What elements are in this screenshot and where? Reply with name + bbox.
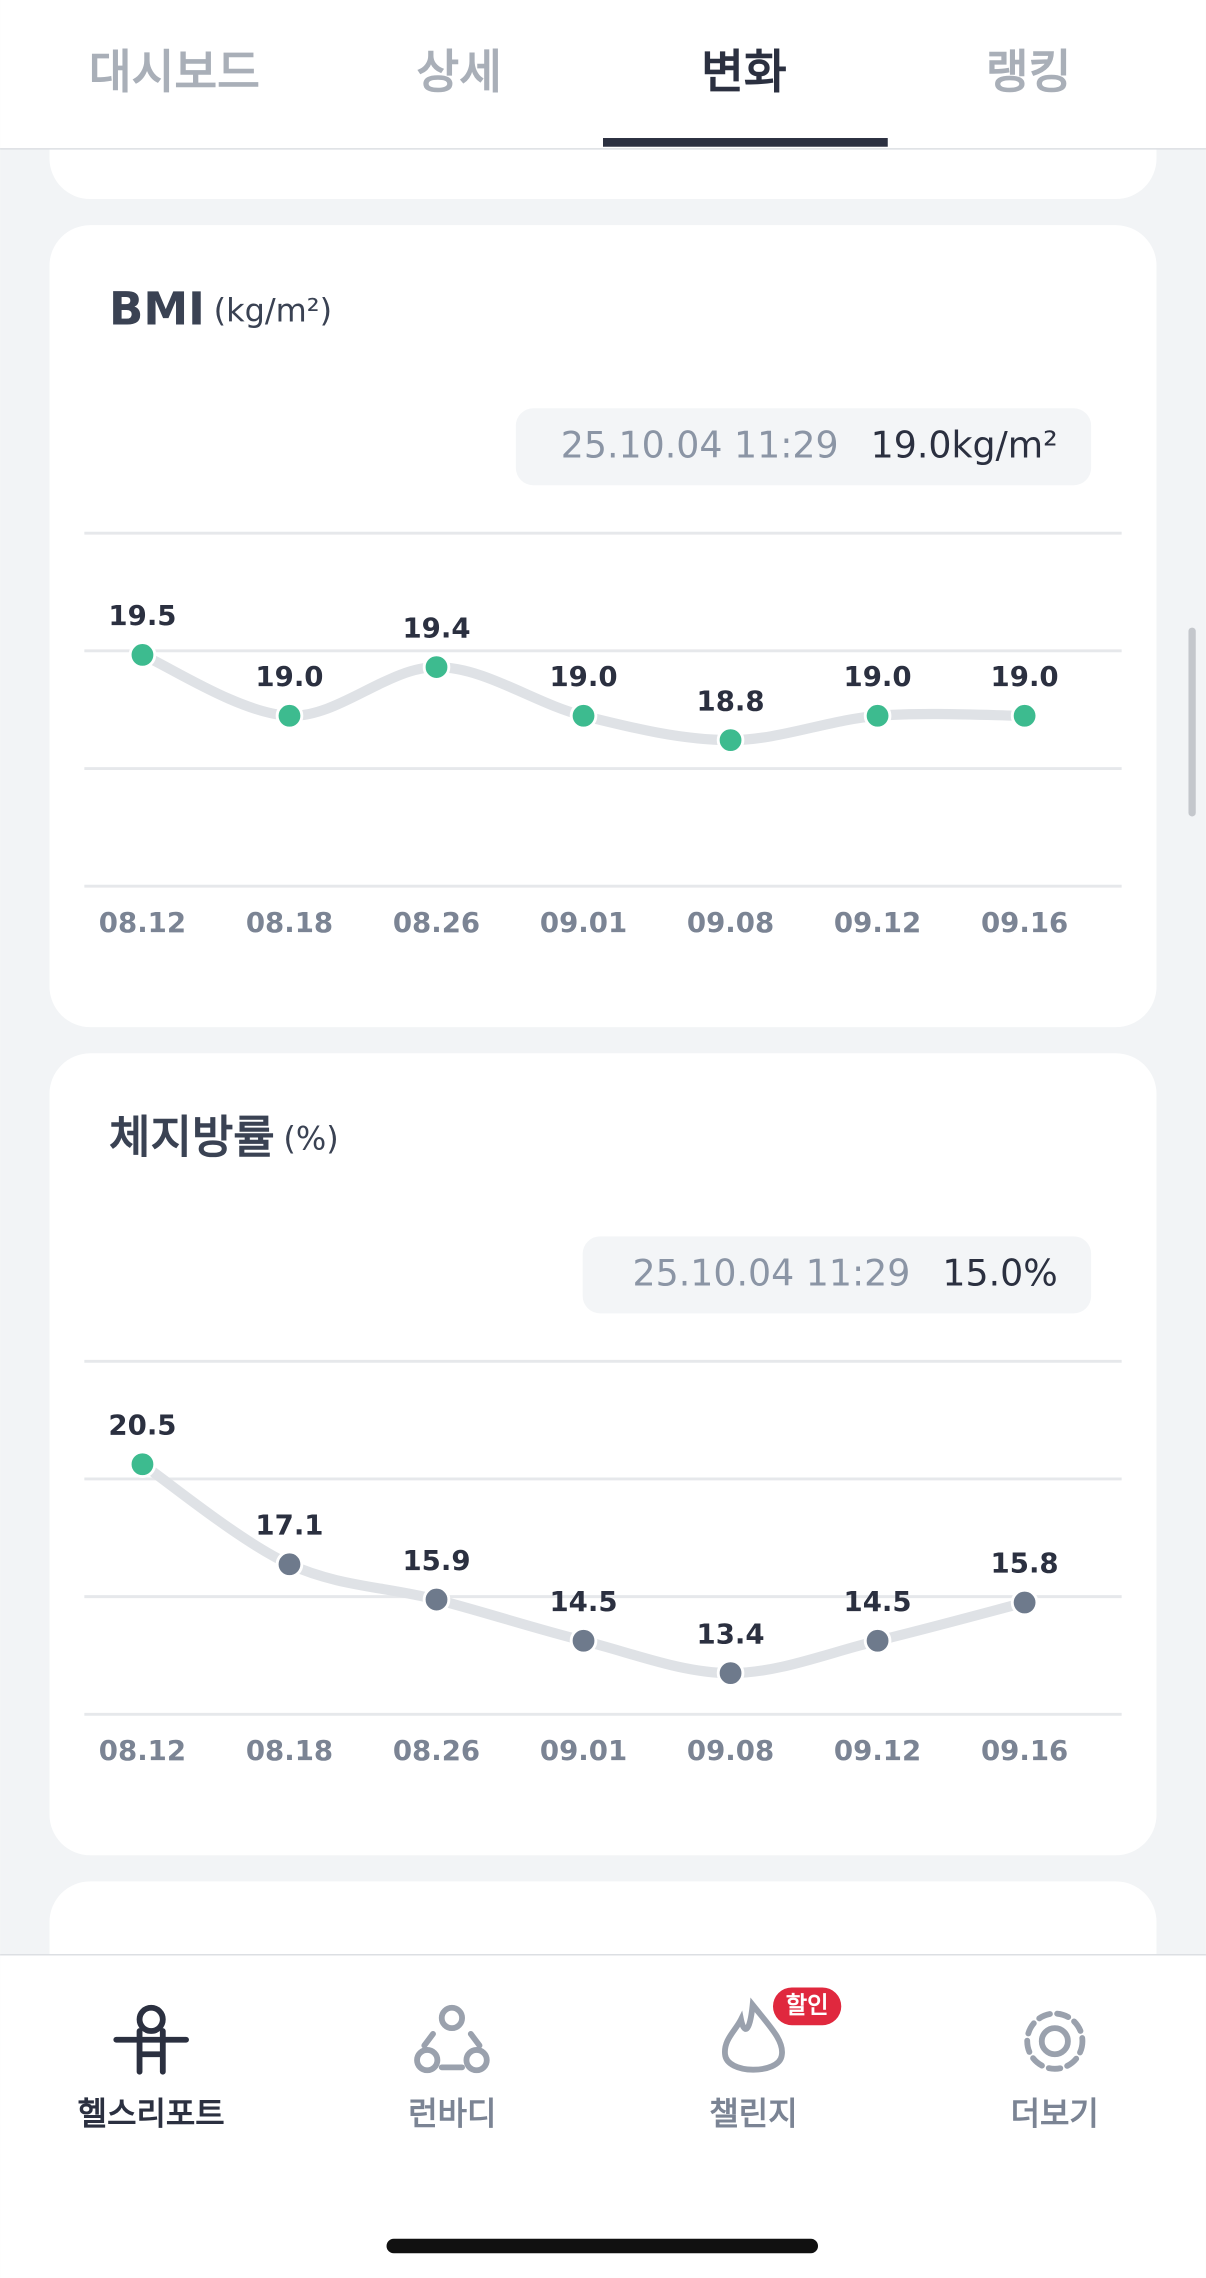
data-point	[863, 701, 892, 730]
icon-challenge	[722, 1997, 785, 2073]
nav-label[interactable]: 런바디	[408, 2094, 496, 2132]
data-point	[422, 1585, 451, 1614]
nav-icons	[113, 1997, 1086, 2075]
data-label: 13.4	[697, 1617, 765, 1650]
nav-label[interactable]: 더보기	[1011, 2094, 1099, 2132]
data-point	[863, 1626, 892, 1655]
data-label: 14.5	[549, 1585, 617, 1618]
data-point	[128, 1450, 157, 1479]
tab[interactable]: 랭킹	[986, 45, 1072, 99]
data-label: 19.0	[991, 660, 1059, 693]
unit: (%)	[283, 1119, 338, 1157]
badge	[772, 1987, 842, 2026]
data-point	[716, 726, 745, 754]
bottom-nav	[0, 1954, 1206, 2278]
data-label: 18.8	[697, 684, 765, 717]
latest-time: 25.10.04 11:29	[633, 1252, 911, 1295]
data-label: 19.0	[844, 660, 912, 693]
latest-value: 19.0kg/m²	[871, 423, 1058, 466]
data-point	[1010, 701, 1039, 730]
latest-box	[582, 1236, 1092, 1314]
data-label: 19.4	[402, 611, 470, 644]
x-tick-label: 09.08	[687, 906, 774, 939]
data-point	[716, 1659, 745, 1687]
x-tick-label: 09.12	[834, 1734, 921, 1767]
data-label: 15.8	[991, 1547, 1059, 1580]
data-label: 19.0	[549, 660, 617, 693]
tab[interactable]: 상세	[416, 45, 502, 99]
top-bar	[0, 0, 1206, 149]
x-tick-label: 09.01	[540, 906, 627, 939]
x-tick-label: 09.12	[834, 906, 921, 939]
icon-runbody	[414, 2004, 490, 2074]
icon-report	[113, 2004, 189, 2075]
card-title: BMI (kg/m²)	[109, 282, 332, 335]
x-tick-label: 08.18	[246, 906, 333, 939]
data-point	[275, 701, 304, 730]
x-tick-label: 08.26	[393, 906, 480, 939]
data-point	[569, 701, 598, 730]
x-tick-label: 09.16	[981, 1734, 1068, 1767]
data-label: 20.5	[108, 1408, 176, 1441]
title: BMI	[109, 282, 205, 335]
card-title: 체지방률 (%)	[109, 1110, 339, 1163]
x-tick-label: 08.18	[246, 1734, 333, 1767]
title: 체지방률	[109, 1110, 275, 1163]
data-point	[128, 641, 157, 669]
scrollbar	[1188, 627, 1196, 817]
data-point	[275, 1550, 304, 1579]
nav-label[interactable]: 챌린지	[709, 2094, 797, 2132]
card: 체지방률 (%) 15.0% 25.10.04 11:29 08.12 20.5 08.18…	[49, 1053, 1157, 1856]
unit: (kg/m²)	[214, 291, 332, 329]
latest-box	[515, 408, 1092, 486]
home-indicator	[386, 2238, 819, 2254]
data-label: 19.5	[108, 599, 176, 632]
latest-value: 15.0%	[942, 1252, 1057, 1295]
data-label: 14.5	[844, 1585, 912, 1618]
card: BMI (kg/m²) 19.0kg/m² 25.10.04 11:29 08.12 19…	[49, 225, 1157, 1028]
tab-indicator	[603, 138, 888, 147]
x-tick-label: 08.12	[99, 1734, 186, 1767]
latest-time: 25.10.04 11:29	[561, 423, 839, 466]
tab[interactable]: 변화	[701, 45, 787, 99]
data-label: 19.0	[255, 660, 323, 693]
x-tick-label: 08.26	[393, 1734, 480, 1767]
nav-label[interactable]: 헬스리포트	[78, 2094, 225, 2132]
data-point	[569, 1626, 598, 1655]
x-tick-label: 09.01	[540, 1734, 627, 1767]
x-tick-label: 09.16	[981, 906, 1068, 939]
x-tick-label: 08.12	[99, 906, 186, 939]
data-point	[422, 653, 451, 681]
data-label: 15.9	[402, 1544, 470, 1577]
icon-more	[1024, 2010, 1086, 2072]
badge-text: 할인	[786, 1992, 829, 2019]
data-point	[1010, 1588, 1039, 1617]
data-label: 17.1	[255, 1508, 323, 1541]
x-tick-label: 09.08	[687, 1734, 774, 1767]
tab[interactable]: 대시보드	[89, 45, 260, 99]
